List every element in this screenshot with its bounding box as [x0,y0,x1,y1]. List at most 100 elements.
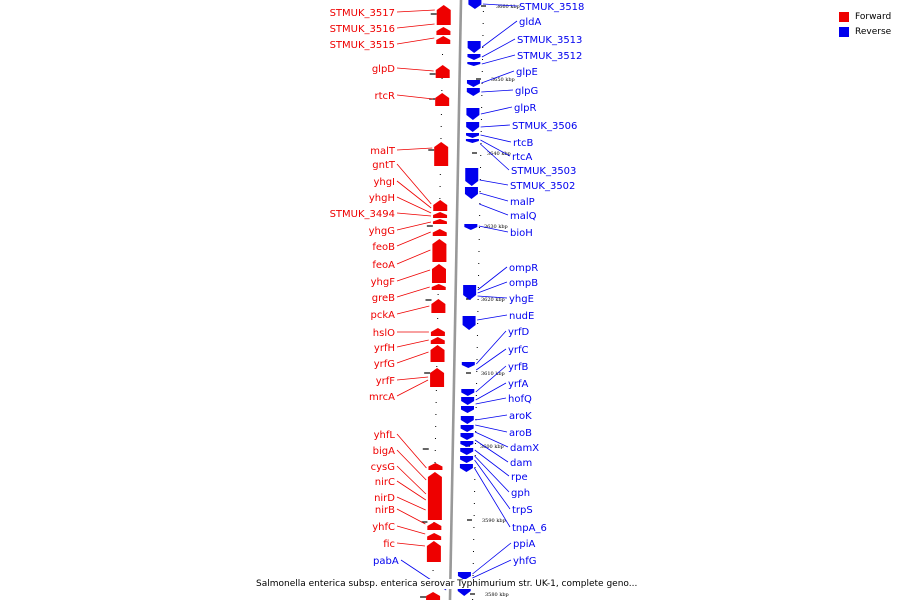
reverse-gene-arrow[interactable] [460,433,474,440]
reverse-gene-label-malp[interactable]: malP [510,197,535,208]
forward-gene-arrow[interactable] [432,229,447,236]
forward-gene-label-nird[interactable]: nirD [374,493,395,504]
forward-gene-label-yhgi[interactable]: yhgI [373,177,395,188]
reverse-gene-label-stmuk-3518[interactable]: STMUK_3518 [519,2,584,13]
reverse-gene-label-arob[interactable]: aroB [509,428,532,439]
forward-gene-arrow[interactable] [435,65,450,78]
forward-gene-label-yhgg[interactable]: yhgG [369,226,395,237]
forward-gene-label-pcka[interactable]: pckA [371,310,396,321]
reverse-gene-arrow[interactable] [460,425,474,432]
forward-gene-arrow[interactable] [436,5,451,25]
reverse-gene-arrow[interactable] [461,397,475,405]
reverse-gene-arrow[interactable] [460,406,474,413]
reverse-gene-arrow[interactable] [466,80,480,87]
reverse-gene-arrow[interactable] [461,362,475,368]
reverse-gene-arrow[interactable] [463,285,477,300]
reverse-gene-label-damx[interactable]: damX [510,443,539,454]
forward-gene-arrow[interactable] [430,345,445,362]
forward-gene-label-cysg[interactable]: cysG [371,462,395,473]
reverse-gene-arrow[interactable] [467,62,481,66]
forward-gene-label-yhfc[interactable]: yhfC [372,522,395,533]
reverse-gene-label-malq[interactable]: malQ [510,211,537,222]
reverse-gene-label-ompb[interactable]: ompB [509,278,538,289]
forward-gene-arrow[interactable] [430,368,445,387]
reverse-gene-label-hofq[interactable]: hofQ [508,394,532,405]
reverse-gene-arrow[interactable] [459,464,473,472]
forward-gene-label-glpd[interactable]: glpD [372,64,395,75]
reverse-gene-arrow[interactable] [457,572,471,580]
forward-gene-arrow[interactable] [426,541,441,562]
reverse-gene-label-glpr[interactable]: glpR [514,103,536,114]
reverse-gene-arrow[interactable] [460,441,474,447]
forward-gene-label-nirc[interactable]: nirC [375,477,395,488]
forward-gene-label-stmuk-3515[interactable]: STMUK_3515 [330,40,395,51]
reverse-gene-arrow[interactable] [467,41,481,53]
reverse-gene-label-trps[interactable]: trpS [512,505,533,516]
forward-gene-arrow[interactable] [431,264,446,283]
reverse-gene-arrow[interactable] [460,448,474,455]
reverse-gene-label-yrfa[interactable]: yrfA [508,379,529,390]
forward-gene-label-stmuk-3516[interactable]: STMUK_3516 [330,24,395,35]
reverse-gene-label-dam[interactable]: dam [510,458,532,469]
forward-gene-label-yhfl[interactable]: yhfL [374,430,396,441]
forward-gene-label-yhgf[interactable]: yhgF [371,277,396,288]
forward-gene-arrow[interactable] [432,219,447,224]
reverse-gene-arrow[interactable] [460,456,474,463]
forward-gene-label-greb[interactable]: greB [372,293,395,304]
forward-gene-label-mrca[interactable]: mrcA [369,392,395,403]
forward-gene-label-nirb[interactable]: nirB [375,505,395,516]
forward-gene-arrow[interactable] [427,472,442,520]
reverse-gene-arrow[interactable] [461,389,475,396]
reverse-gene-label-stmuk-3506[interactable]: STMUK_3506 [512,121,577,132]
legend-item-reverse[interactable]: Reverse [839,24,891,39]
forward-gene-arrow[interactable] [432,239,447,262]
reverse-gene-label-yhfg[interactable]: yhfG [513,556,537,567]
forward-gene-arrow[interactable] [426,592,441,600]
forward-gene-arrow[interactable] [430,328,445,336]
forward-gene-arrow[interactable] [433,212,448,218]
reverse-gene-arrow[interactable] [466,88,480,96]
reverse-gene-arrow[interactable] [464,224,478,230]
reverse-gene-label-paba[interactable]: pabA [373,556,399,567]
reverse-gene-label-tnpa-6[interactable]: tnpA_6 [512,523,547,534]
reverse-gene-label-arok[interactable]: aroK [509,411,532,422]
forward-gene-arrow[interactable] [427,533,442,540]
forward-gene-arrow[interactable] [431,284,446,290]
legend-item-forward[interactable]: Forward [839,9,891,24]
reverse-gene-label-nude[interactable]: nudE [509,311,534,322]
reverse-gene-arrow[interactable] [462,316,476,330]
reverse-gene-label-rpe[interactable]: rpe [511,472,528,483]
reverse-gene-label-glpg[interactable]: glpG [515,86,538,97]
forward-gene-label-feoa[interactable]: feoA [372,260,395,271]
forward-gene-label-rtcr[interactable]: rtcR [375,91,396,102]
reverse-gene-label-gph[interactable]: gph [511,488,530,499]
forward-gene-label-yrfg[interactable]: yrfG [374,359,395,370]
reverse-gene-label-rtca[interactable]: rtcA [512,152,533,163]
reverse-gene-label-stmuk-3513[interactable]: STMUK_3513 [517,35,582,46]
reverse-gene-label-yhge[interactable]: yhgE [509,294,534,305]
forward-gene-arrow[interactable] [430,337,445,344]
forward-gene-label-stmuk-3494[interactable]: STMUK_3494 [330,209,395,220]
reverse-gene-arrow[interactable] [466,108,480,120]
forward-gene-label-biga[interactable]: bigA [373,446,395,457]
forward-gene-arrow[interactable] [436,36,451,44]
forward-gene-arrow[interactable] [431,299,446,313]
reverse-gene-arrow[interactable] [465,139,479,143]
reverse-gene-label-bioh[interactable]: bioH [510,228,533,239]
reverse-gene-label-glpe[interactable]: glpE [516,67,538,78]
forward-gene-label-fic[interactable]: fic [383,539,395,550]
forward-gene-arrow[interactable] [427,522,442,530]
forward-gene-label-malt[interactable]: malT [370,146,396,157]
forward-gene-arrow[interactable] [428,463,443,470]
reverse-gene-label-ompr[interactable]: ompR [509,263,538,274]
reverse-gene-label-yrfc[interactable]: yrfC [508,345,529,356]
reverse-gene-arrow[interactable] [464,187,478,199]
forward-gene-arrow[interactable] [434,142,449,166]
reverse-gene-arrow[interactable] [465,168,479,186]
reverse-gene-label-stmuk-3502[interactable]: STMUK_3502 [510,181,575,192]
forward-gene-label-feob[interactable]: feoB [372,242,395,253]
reverse-gene-label-ppia[interactable]: ppiA [513,539,535,550]
forward-gene-arrow[interactable] [433,200,448,211]
forward-gene-label-yrff[interactable]: yrfF [376,376,396,387]
reverse-gene-label-rtcb[interactable]: rtcB [513,138,534,149]
